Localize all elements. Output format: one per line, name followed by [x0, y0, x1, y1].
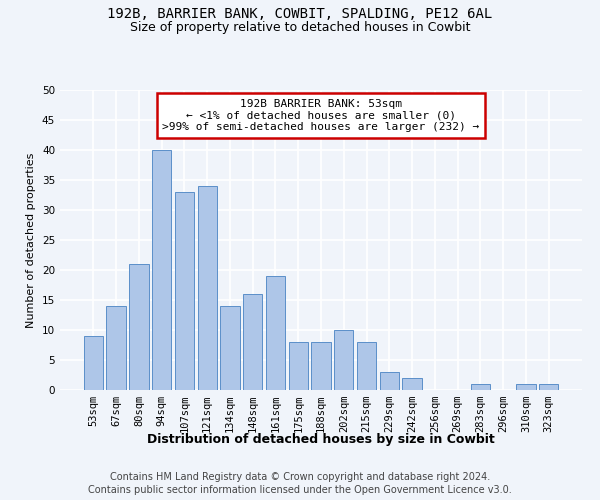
Bar — [334, 330, 353, 390]
Bar — [129, 264, 149, 390]
Bar — [175, 192, 194, 390]
Y-axis label: Number of detached properties: Number of detached properties — [26, 152, 37, 328]
Text: 192B, BARRIER BANK, COWBIT, SPALDING, PE12 6AL: 192B, BARRIER BANK, COWBIT, SPALDING, PE… — [107, 8, 493, 22]
Text: Distribution of detached houses by size in Cowbit: Distribution of detached houses by size … — [147, 432, 495, 446]
Bar — [539, 384, 558, 390]
Bar — [197, 186, 217, 390]
Text: Contains public sector information licensed under the Open Government Licence v3: Contains public sector information licen… — [88, 485, 512, 495]
Bar — [311, 342, 331, 390]
Text: Contains HM Land Registry data © Crown copyright and database right 2024.: Contains HM Land Registry data © Crown c… — [110, 472, 490, 482]
Bar — [289, 342, 308, 390]
Bar — [266, 276, 285, 390]
Bar — [470, 384, 490, 390]
Bar — [357, 342, 376, 390]
Bar — [220, 306, 239, 390]
Bar — [243, 294, 262, 390]
Bar — [152, 150, 172, 390]
Bar — [380, 372, 399, 390]
Text: 192B BARRIER BANK: 53sqm
← <1% of detached houses are smaller (0)
>99% of semi-d: 192B BARRIER BANK: 53sqm ← <1% of detach… — [163, 99, 479, 132]
Text: Size of property relative to detached houses in Cowbit: Size of property relative to detached ho… — [130, 21, 470, 34]
Bar — [84, 336, 103, 390]
Bar — [106, 306, 126, 390]
Bar — [516, 384, 536, 390]
Bar — [403, 378, 422, 390]
